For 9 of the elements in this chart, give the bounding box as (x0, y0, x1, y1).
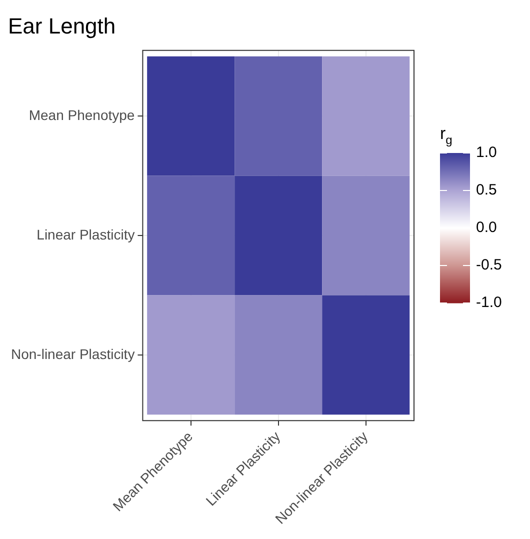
color-bar-label: 1.0 (476, 144, 497, 162)
y-tick-label: Mean Phenotype (28, 106, 135, 123)
color-bar-label: -0.5 (476, 256, 502, 274)
color-bar-label: 0.5 (476, 182, 497, 199)
chart-title: Ear Length (8, 13, 116, 38)
y-tick-label: Linear Plasticity (36, 226, 135, 242)
color-bar-label: 0.0 (476, 219, 497, 236)
y-tick-label: Non-linear Plasticity (10, 346, 135, 362)
color-bar-label: -1.0 (476, 294, 502, 312)
